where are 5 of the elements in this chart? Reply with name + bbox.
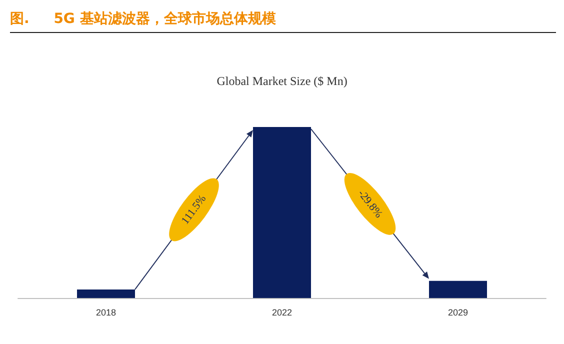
x-tick-label: 2022	[272, 308, 292, 318]
chart-subtitle: Global Market Size ($ Mn)	[216, 74, 348, 88]
x-tick-label: 2018	[96, 308, 116, 318]
chart-title: 图. 5G 基站滤波器，全球市场总体规模	[10, 10, 556, 33]
x-tick-label: 2029	[448, 308, 468, 318]
